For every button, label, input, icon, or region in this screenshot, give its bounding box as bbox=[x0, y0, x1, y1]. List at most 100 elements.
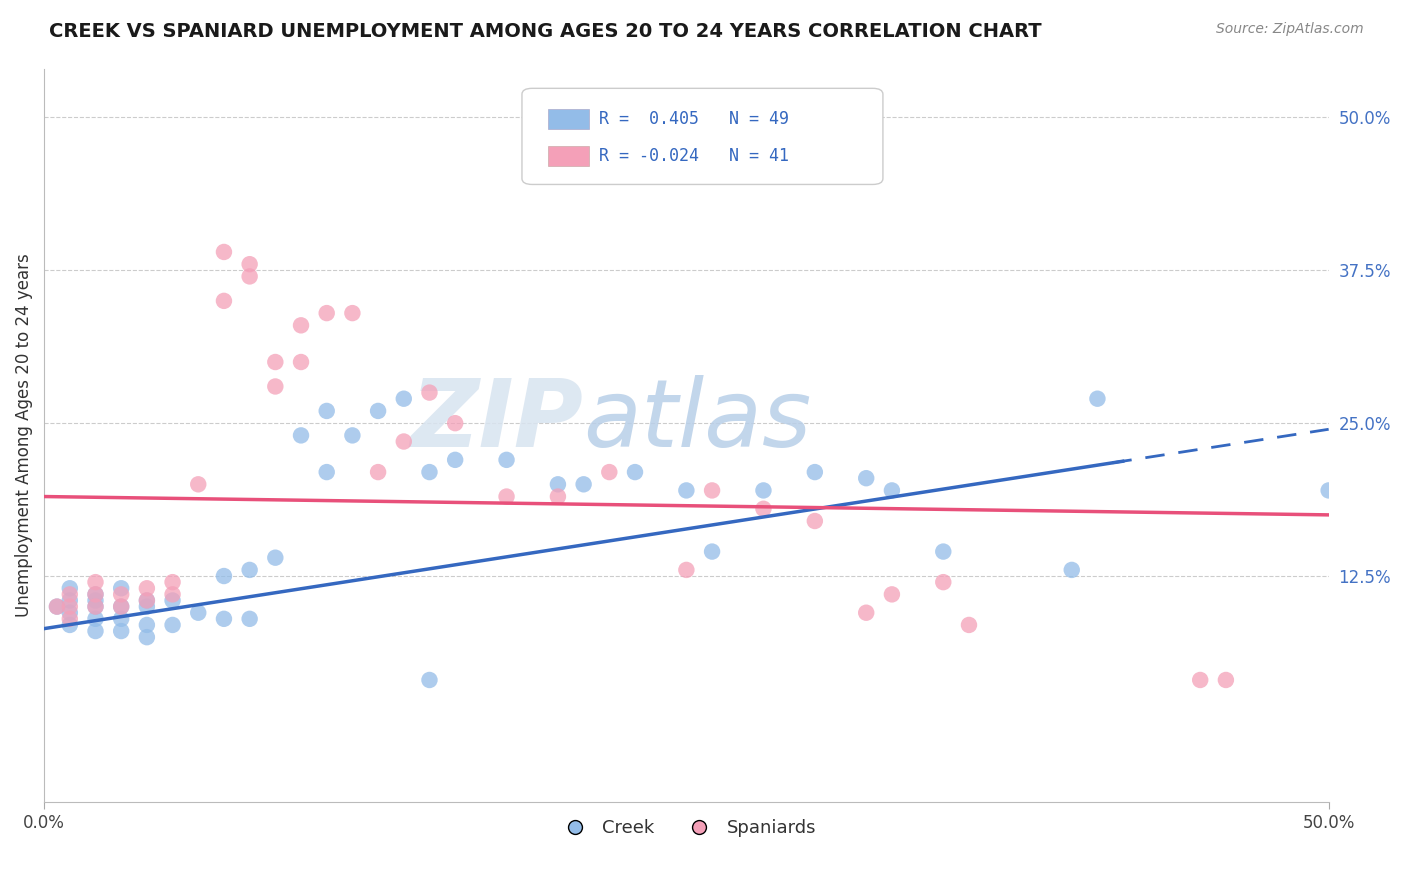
Point bbox=[675, 563, 697, 577]
Point bbox=[264, 379, 287, 393]
Point bbox=[880, 483, 903, 498]
Point bbox=[59, 593, 82, 607]
Point bbox=[110, 581, 132, 595]
FancyBboxPatch shape bbox=[522, 88, 883, 185]
Point bbox=[212, 612, 235, 626]
Point bbox=[367, 404, 389, 418]
Point bbox=[110, 599, 132, 614]
Point bbox=[675, 483, 697, 498]
Point bbox=[84, 593, 107, 607]
Point bbox=[212, 293, 235, 308]
Point bbox=[598, 465, 620, 479]
Point bbox=[59, 587, 82, 601]
Point bbox=[752, 501, 775, 516]
Point bbox=[418, 385, 440, 400]
Point bbox=[315, 465, 337, 479]
Point bbox=[264, 550, 287, 565]
Text: Source: ZipAtlas.com: Source: ZipAtlas.com bbox=[1216, 22, 1364, 37]
Point bbox=[1215, 673, 1237, 687]
Point bbox=[110, 599, 132, 614]
Point bbox=[624, 465, 647, 479]
Point bbox=[239, 269, 262, 284]
Point bbox=[135, 599, 157, 614]
Point bbox=[315, 404, 337, 418]
FancyBboxPatch shape bbox=[548, 109, 589, 129]
Point bbox=[1317, 483, 1340, 498]
Point bbox=[59, 606, 82, 620]
Point bbox=[59, 618, 82, 632]
Point bbox=[239, 563, 262, 577]
Point bbox=[855, 471, 877, 485]
Point bbox=[932, 544, 955, 558]
Point bbox=[84, 599, 107, 614]
Point bbox=[162, 618, 184, 632]
Point bbox=[957, 618, 980, 632]
Point bbox=[495, 453, 517, 467]
Point bbox=[187, 606, 209, 620]
Point bbox=[290, 428, 312, 442]
Legend: Creek, Spaniards: Creek, Spaniards bbox=[550, 812, 823, 845]
Point bbox=[444, 416, 467, 430]
Point bbox=[135, 581, 157, 595]
Point bbox=[84, 587, 107, 601]
Point bbox=[162, 587, 184, 601]
Point bbox=[162, 575, 184, 590]
Text: ZIP: ZIP bbox=[411, 375, 583, 467]
Point bbox=[110, 624, 132, 638]
Point bbox=[135, 593, 157, 607]
Point bbox=[418, 465, 440, 479]
Point bbox=[59, 612, 82, 626]
Point bbox=[187, 477, 209, 491]
Point bbox=[212, 569, 235, 583]
Point bbox=[342, 306, 364, 320]
Point bbox=[444, 453, 467, 467]
Point bbox=[804, 465, 827, 479]
Point bbox=[700, 483, 723, 498]
Text: atlas: atlas bbox=[583, 376, 811, 467]
Point bbox=[46, 599, 69, 614]
Point bbox=[135, 618, 157, 632]
Text: R =  0.405   N = 49: R = 0.405 N = 49 bbox=[599, 110, 789, 128]
Point bbox=[547, 490, 569, 504]
Point bbox=[367, 465, 389, 479]
Point bbox=[880, 587, 903, 601]
Point bbox=[1189, 673, 1212, 687]
Point bbox=[264, 355, 287, 369]
Point bbox=[84, 587, 107, 601]
Point bbox=[392, 392, 415, 406]
Point bbox=[342, 428, 364, 442]
Point bbox=[59, 599, 82, 614]
Point bbox=[700, 544, 723, 558]
Point bbox=[110, 587, 132, 601]
Point bbox=[315, 306, 337, 320]
Point bbox=[290, 318, 312, 333]
Point bbox=[212, 244, 235, 259]
FancyBboxPatch shape bbox=[548, 145, 589, 166]
Point bbox=[392, 434, 415, 449]
Point bbox=[59, 581, 82, 595]
Point bbox=[84, 612, 107, 626]
Point bbox=[547, 477, 569, 491]
Text: CREEK VS SPANIARD UNEMPLOYMENT AMONG AGES 20 TO 24 YEARS CORRELATION CHART: CREEK VS SPANIARD UNEMPLOYMENT AMONG AGE… bbox=[49, 22, 1042, 41]
Point bbox=[804, 514, 827, 528]
Point bbox=[135, 630, 157, 644]
Y-axis label: Unemployment Among Ages 20 to 24 years: Unemployment Among Ages 20 to 24 years bbox=[15, 253, 32, 617]
Point bbox=[1060, 563, 1083, 577]
Text: R = -0.024   N = 41: R = -0.024 N = 41 bbox=[599, 147, 789, 165]
Point bbox=[418, 673, 440, 687]
Point bbox=[162, 593, 184, 607]
Point bbox=[84, 575, 107, 590]
Point bbox=[572, 477, 595, 491]
Point bbox=[239, 257, 262, 271]
Point bbox=[239, 612, 262, 626]
Point bbox=[1087, 392, 1109, 406]
Point bbox=[110, 612, 132, 626]
Point bbox=[855, 606, 877, 620]
Point bbox=[752, 483, 775, 498]
Point bbox=[290, 355, 312, 369]
Point bbox=[135, 593, 157, 607]
Point bbox=[84, 624, 107, 638]
Point bbox=[46, 599, 69, 614]
Point bbox=[495, 490, 517, 504]
Point bbox=[84, 599, 107, 614]
